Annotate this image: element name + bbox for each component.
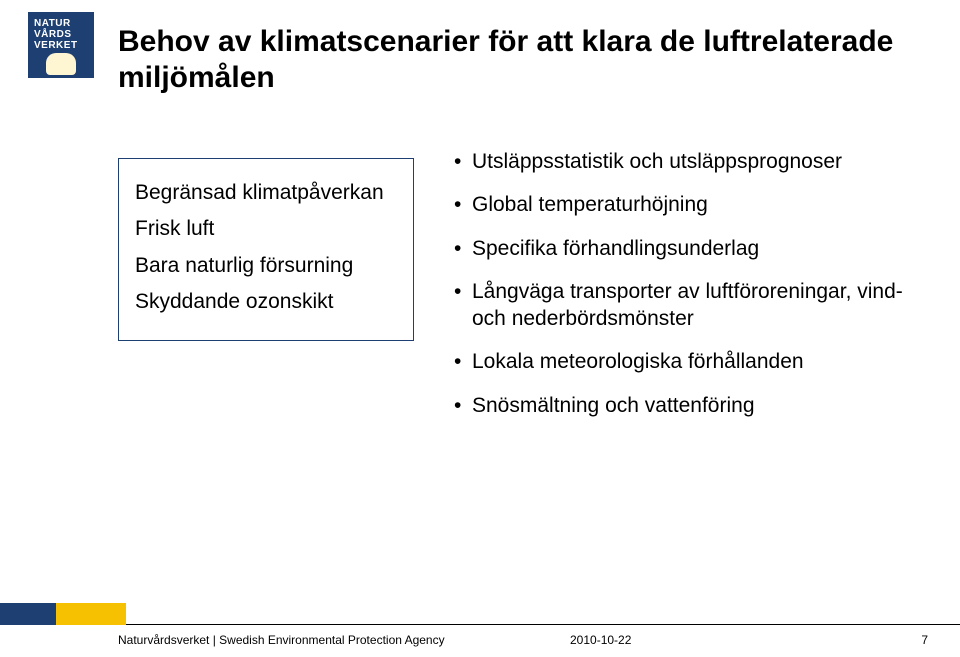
footer-date: 2010-10-22 [570, 633, 631, 647]
logo-line-1: NATUR [28, 18, 94, 29]
slide: NATUR VÅRDS VERKET Behov av klimatscenar… [0, 0, 960, 657]
goals-box: Begränsad klimatpåverkan Frisk luft Bara… [118, 158, 414, 341]
footer-color-bar [0, 603, 126, 625]
slide-title: Behov av klimatscenarier för att klara d… [118, 24, 920, 96]
naturvardsverket-logo: NATUR VÅRDS VERKET [28, 12, 94, 78]
goal-item: Frisk luft [135, 215, 397, 243]
logo-line-3: VERKET [28, 40, 94, 51]
list-item: Lokala meteorologiska förhållanden [454, 348, 912, 375]
footer-bar-yellow [56, 603, 126, 625]
footer-org: Naturvårdsverket | Swedish Environmental… [118, 633, 445, 647]
goal-item: Bara naturlig försurning [135, 252, 397, 280]
list-item: Snösmältning och vattenföring [454, 392, 912, 419]
list-item: Utsläppsstatistik och utsläppsprognoser [454, 148, 912, 175]
goal-item: Begränsad klimatpåverkan [135, 179, 397, 207]
list-item: Global temperaturhöjning [454, 191, 912, 218]
footer-page-number: 7 [921, 633, 928, 647]
footer-bar-dark [0, 603, 56, 625]
logo-emblem-icon [46, 53, 76, 75]
footer-divider [126, 624, 960, 625]
logo-line-2: VÅRDS [28, 29, 94, 40]
goal-item: Skyddande ozonskikt [135, 288, 397, 316]
list-item: Specifika förhandlingsunderlag [454, 235, 912, 262]
list-item: Långväga transporter av luftföroreningar… [454, 278, 912, 333]
needs-list: Utsläppsstatistik och utsläppsprognoser … [454, 148, 912, 435]
